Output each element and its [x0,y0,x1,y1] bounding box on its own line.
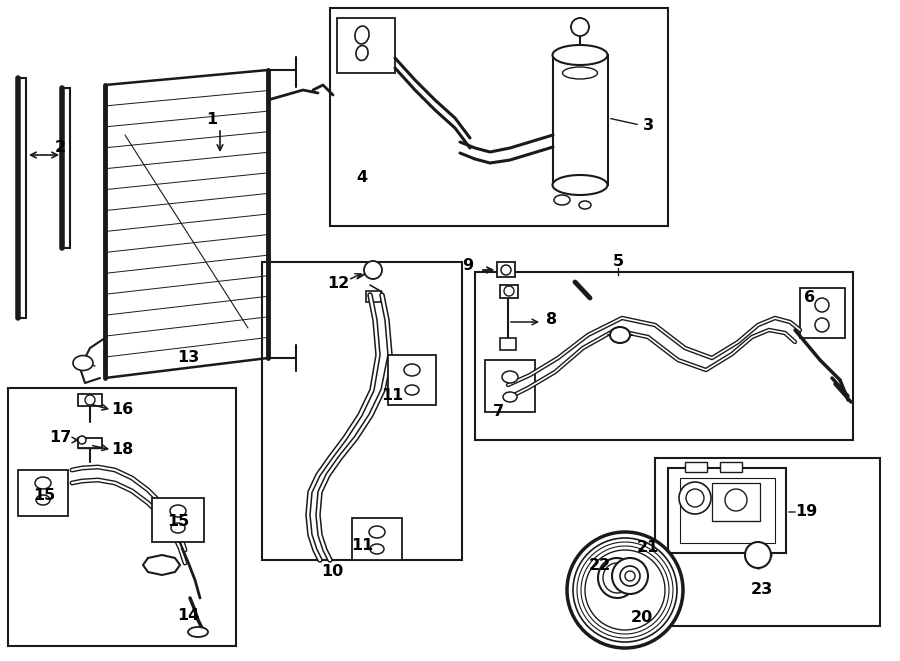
Bar [352,518,402,560]
Bar [685,462,707,472]
Bar [78,438,102,448]
Circle shape [364,261,382,279]
Bar [668,468,786,553]
Bar [500,285,518,298]
Circle shape [581,546,669,634]
Bar [262,262,462,560]
Text: 21: 21 [637,541,659,555]
Circle shape [573,538,677,642]
Bar [18,470,68,516]
Ellipse shape [502,371,518,383]
Bar [366,291,381,302]
Ellipse shape [370,544,384,554]
Ellipse shape [356,46,368,60]
Bar [712,483,760,521]
Text: 18: 18 [111,442,133,457]
Ellipse shape [554,195,570,205]
Text: 11: 11 [381,387,403,403]
Bar [497,262,515,277]
Bar [553,55,608,185]
Circle shape [745,542,771,568]
Ellipse shape [562,67,598,79]
Circle shape [571,18,589,36]
Circle shape [501,265,511,275]
Ellipse shape [610,327,630,343]
Bar [152,498,204,542]
Text: 3: 3 [643,118,653,132]
Ellipse shape [503,392,517,402]
Text: 22: 22 [589,557,611,572]
Text: 19: 19 [795,504,817,520]
Text: 16: 16 [111,403,133,418]
Text: 13: 13 [177,350,199,366]
Ellipse shape [36,495,50,505]
Circle shape [725,489,747,511]
Circle shape [620,566,640,586]
Circle shape [504,286,514,296]
Text: 6: 6 [805,290,815,305]
Text: 5: 5 [612,254,624,270]
Bar [655,458,880,626]
Circle shape [577,542,673,638]
Text: 17: 17 [49,430,71,446]
Ellipse shape [404,364,420,376]
Text: 11: 11 [351,537,374,553]
Circle shape [686,489,704,507]
Ellipse shape [553,175,608,195]
Ellipse shape [603,563,631,593]
Text: 12: 12 [327,276,349,290]
Ellipse shape [579,201,591,209]
Ellipse shape [405,385,419,395]
Circle shape [612,558,648,594]
Ellipse shape [35,477,51,489]
Bar [330,8,668,226]
Bar [800,288,845,338]
Bar [337,18,395,73]
Text: 4: 4 [356,171,367,186]
Text: 20: 20 [631,611,653,625]
Text: 8: 8 [546,313,558,327]
Circle shape [78,436,86,444]
Bar [680,478,775,543]
Bar [78,394,102,406]
Bar [720,462,742,472]
Bar [500,338,516,350]
Ellipse shape [170,505,186,517]
Circle shape [85,395,95,405]
Circle shape [815,318,829,332]
Ellipse shape [171,523,185,533]
Circle shape [585,550,665,630]
Circle shape [815,298,829,312]
Circle shape [567,532,683,648]
Text: 15: 15 [166,514,189,529]
Text: 9: 9 [463,258,473,272]
Text: 15: 15 [33,488,55,502]
Bar [475,272,853,440]
Ellipse shape [598,558,636,598]
Text: 14: 14 [177,607,199,623]
Text: 23: 23 [751,582,773,598]
Text: 7: 7 [492,405,504,420]
Circle shape [679,482,711,514]
Bar [388,355,436,405]
Ellipse shape [188,627,208,637]
Ellipse shape [73,356,93,371]
Bar [485,360,535,412]
Ellipse shape [553,45,608,65]
Text: 1: 1 [206,112,218,128]
Circle shape [625,571,635,581]
Ellipse shape [369,526,385,538]
Text: 2: 2 [54,141,66,155]
Bar [8,388,236,646]
Text: 10: 10 [321,564,343,580]
Ellipse shape [355,26,369,44]
